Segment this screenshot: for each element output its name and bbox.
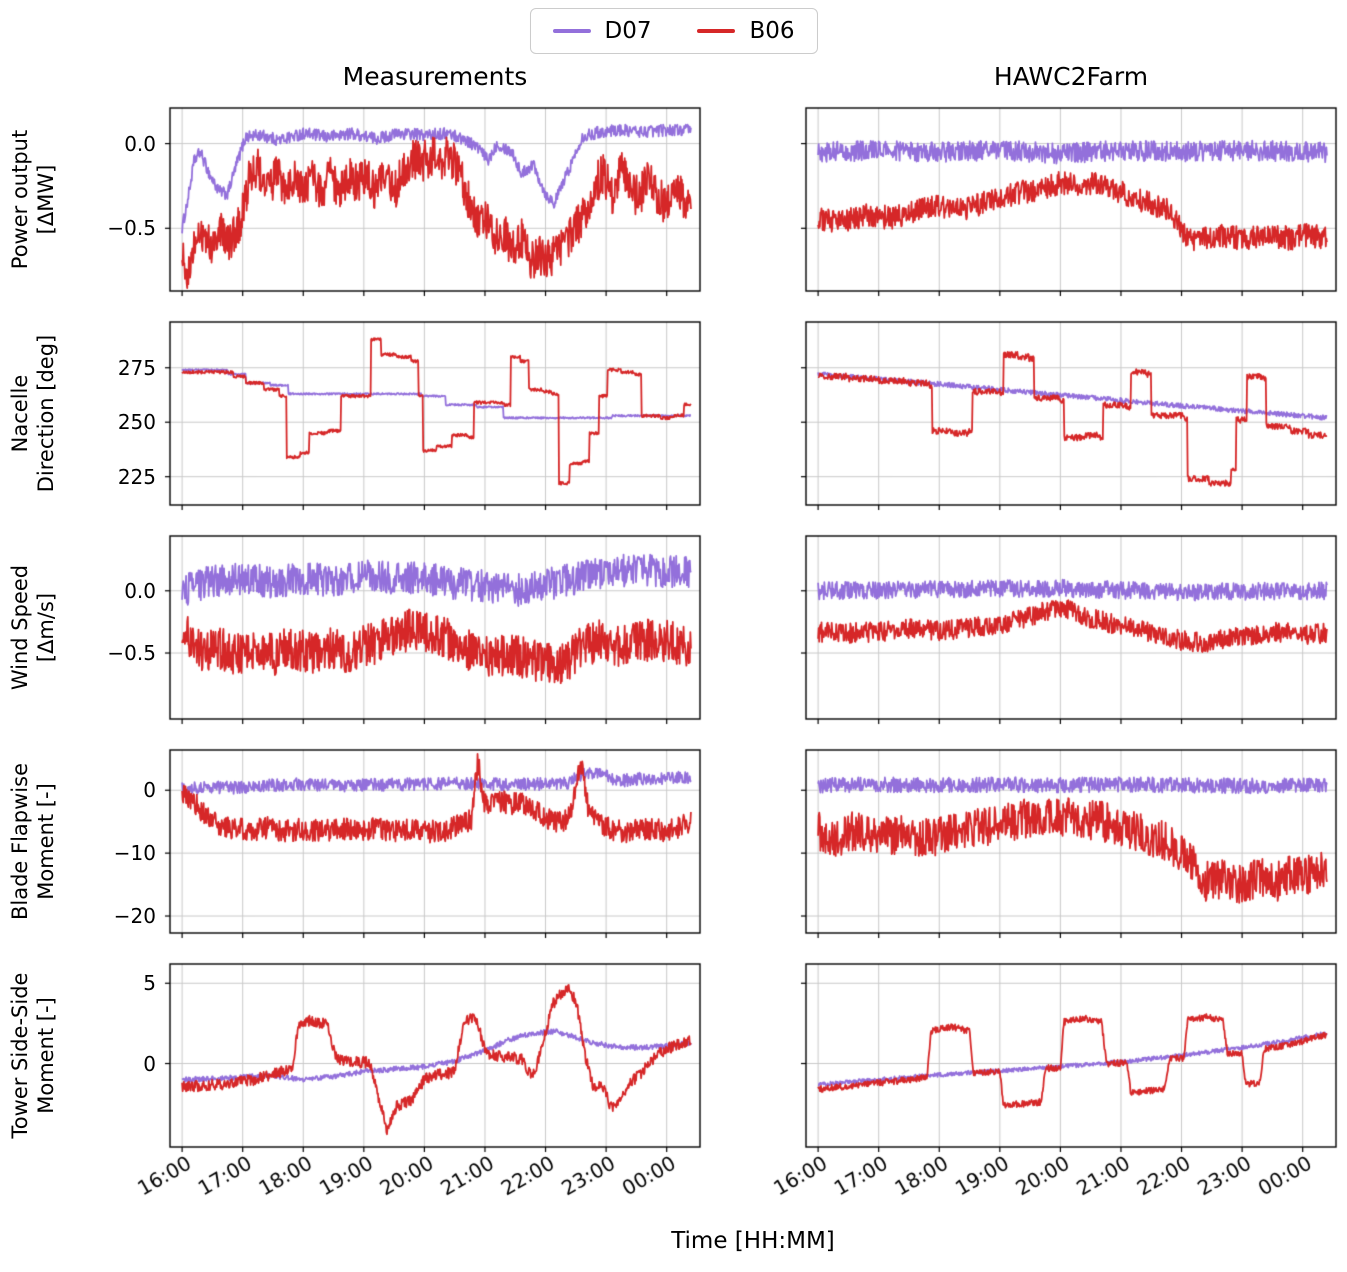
y-tick-label: 225	[117, 464, 156, 489]
panel-tower-side-side-measurements	[158, 961, 703, 1160]
y-tick-label: 5	[143, 971, 156, 996]
panel-wind-speed-measurements	[158, 533, 703, 732]
column-title-measurements: Measurements	[342, 62, 528, 91]
legend: D07 B06	[529, 8, 818, 54]
panel-power-output-hawc2farm	[794, 105, 1339, 304]
ylabel-wind-speed: Wind Speed [Δm/s]	[8, 564, 58, 691]
column-title-hawc2farm: HAWC2Farm	[993, 62, 1149, 91]
legend-item-b06: B06	[697, 18, 795, 44]
x-axis-label: Time [HH:MM]	[671, 1228, 835, 1254]
panel-blade-flapwise-hawc2farm	[794, 747, 1339, 946]
ylabel-power-output: Power output [ΔMW]	[8, 129, 58, 270]
panel-tower-side-side-hawc2farm	[794, 961, 1339, 1160]
y-tick-label: −20	[113, 904, 156, 929]
y-tick-label: −0.5	[107, 641, 156, 666]
b06-line-swatch-icon	[697, 29, 736, 33]
panel-nacelle-direction-hawc2farm	[794, 319, 1339, 518]
ylabel-tower-side-side: Tower Side-Side Moment [-]	[8, 972, 58, 1139]
ylabel-nacelle-direction: Nacelle Direction [deg]	[8, 334, 58, 493]
y-tick-label: 0.0	[124, 131, 156, 156]
legend-item-d07: D07	[552, 18, 651, 44]
y-tick-label: −10	[113, 841, 156, 866]
y-tick-label: 0.0	[124, 578, 156, 603]
panel-blade-flapwise-measurements	[158, 747, 703, 946]
ylabel-blade-flapwise: Blade Flapwise Moment [-]	[8, 762, 58, 921]
y-tick-label: −0.5	[107, 216, 156, 241]
x-tick-labels-canvas	[0, 1149, 1347, 1239]
legend-label-d07: D07	[604, 18, 652, 44]
y-tick-label: 250	[117, 410, 156, 435]
d07-line-swatch-icon	[552, 29, 591, 33]
panel-power-output-measurements	[158, 105, 703, 304]
panel-wind-speed-hawc2farm	[794, 533, 1339, 732]
y-tick-label: 0	[143, 1051, 156, 1076]
legend-label-b06: B06	[749, 18, 795, 44]
y-tick-label: 0	[143, 778, 156, 803]
panel-nacelle-direction-measurements	[158, 319, 703, 518]
y-tick-label: 275	[117, 355, 156, 380]
